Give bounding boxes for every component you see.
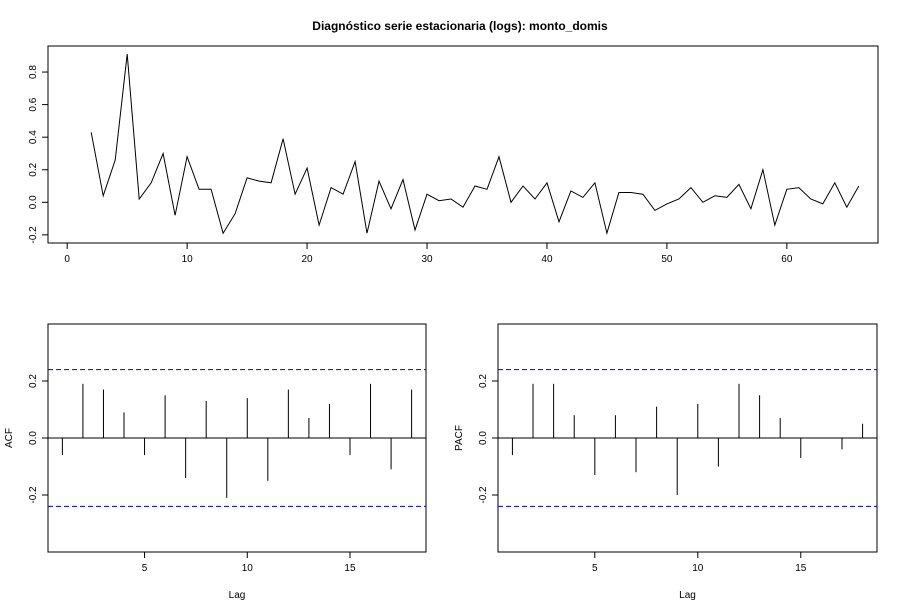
- y-tick-label: 0.2: [28, 162, 39, 176]
- x-axis-label: Lag: [229, 590, 246, 601]
- y-tick-label: -0.2: [28, 486, 39, 504]
- x-tick-label: 60: [781, 254, 793, 265]
- x-tick-label: 5: [592, 563, 598, 574]
- figure-title: Diagnóstico serie estacionaria (logs): m…: [312, 19, 608, 33]
- acf-panel: 5 10 15 -0.2 0.0 0.2 Lag ACF: [4, 323, 427, 601]
- y-axis-label: PACF: [454, 425, 465, 451]
- x-tick-label: 0: [64, 254, 70, 265]
- pacf-panel: 5 10 15 -0.2 0.0 0.2 Lag PACF: [454, 323, 878, 601]
- y-axis-label: ACF: [4, 428, 15, 448]
- x-tick-label: 30: [421, 254, 433, 265]
- y-tick-label: 0.4: [28, 130, 39, 144]
- y-tick-label: -0.2: [478, 486, 489, 504]
- time-series-panel: 0 10 20 30 40 50 60 -0.2 0.0 0.2 0.4 0.6 0.8: [28, 45, 879, 265]
- y-tick-label: 0.8: [28, 65, 39, 79]
- x-tick-label: 10: [692, 563, 704, 574]
- x-tick-label: 10: [182, 254, 194, 265]
- plot-frame: [47, 45, 879, 244]
- y-tick-label: 0.6: [28, 97, 39, 111]
- y-tick-label: 0.0: [28, 195, 39, 209]
- x-tick-label: 50: [661, 254, 673, 265]
- y-tick-label: -0.2: [28, 226, 39, 244]
- y-tick-label: 0.2: [28, 374, 39, 388]
- x-axis-label: Lag: [679, 590, 696, 601]
- x-tick-label: 15: [344, 563, 356, 574]
- x-tick-label: 20: [302, 254, 314, 265]
- y-tick-label: 0.0: [478, 431, 489, 445]
- y-tick-label: 0.0: [28, 431, 39, 445]
- y-tick-label: 0.2: [478, 374, 489, 388]
- x-tick-label: 10: [242, 563, 254, 574]
- series-line: [90, 54, 860, 236]
- x-tick-label: 5: [142, 563, 148, 574]
- x-tick-label: 40: [541, 254, 553, 265]
- x-tick-label: 15: [795, 563, 807, 574]
